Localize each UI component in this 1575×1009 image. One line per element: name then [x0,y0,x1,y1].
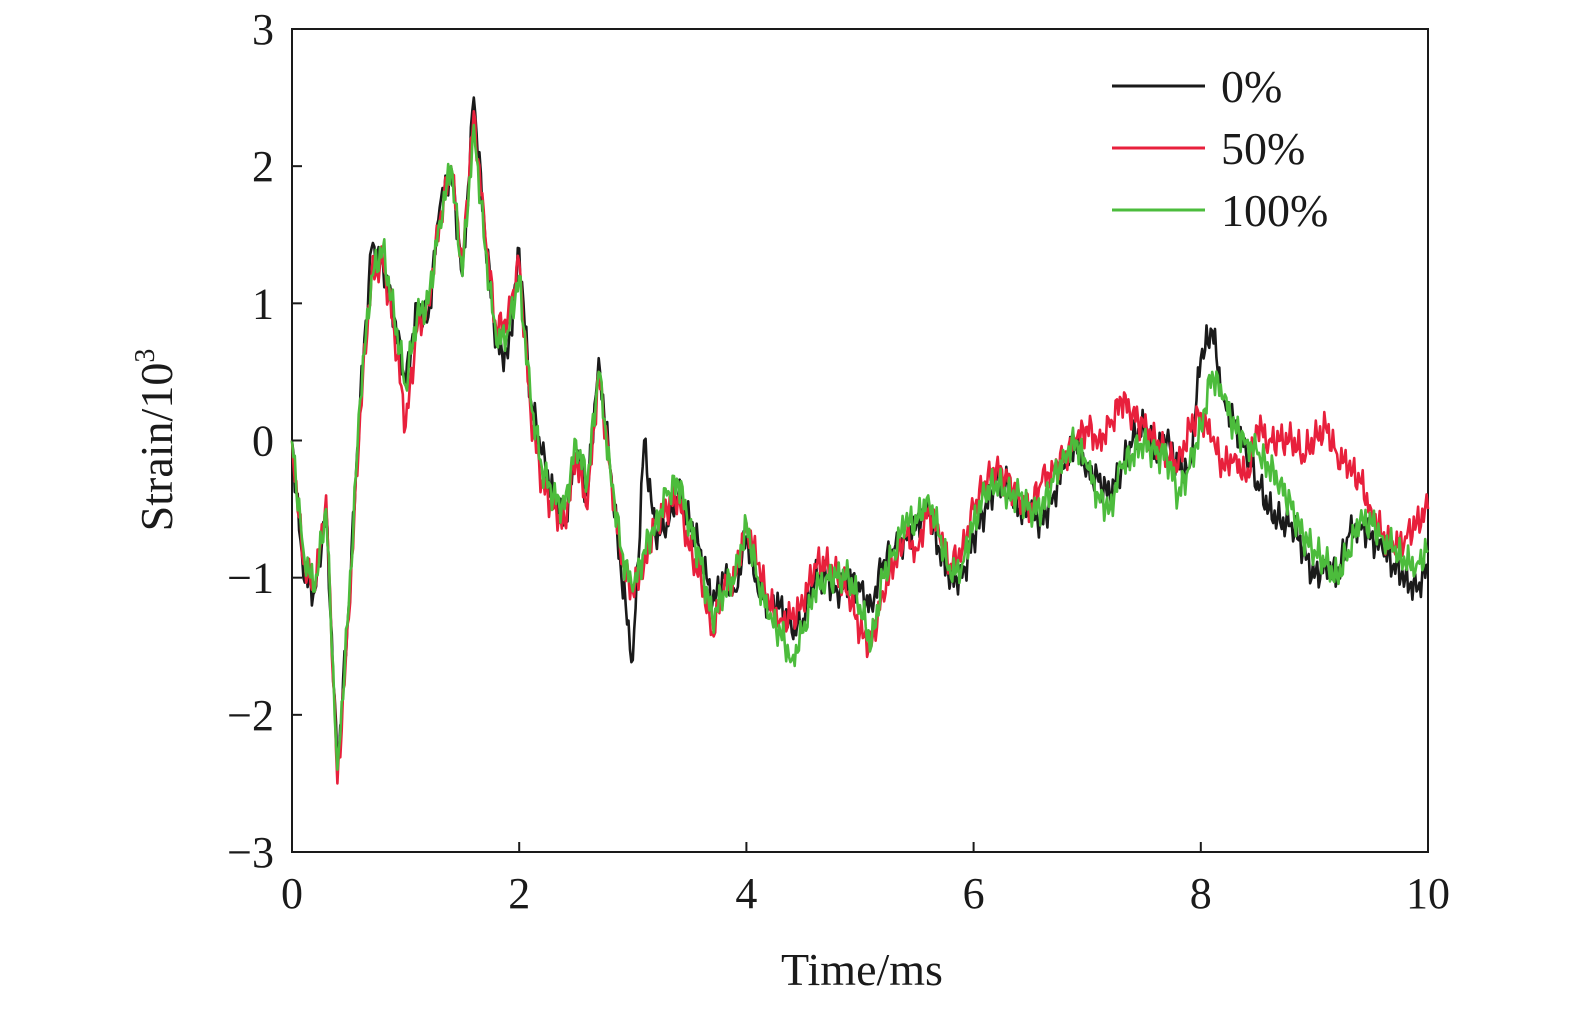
y-tick-label: 1 [252,279,274,328]
series-line-2 [290,110,1430,785]
y-axis-label-group: Strain/103 [130,349,182,532]
y-axis-label: Strain/10 [131,363,182,532]
series-line-3 [290,123,1429,771]
x-tick-label: 10 [1406,869,1450,918]
legend: 0% 50% 100% [1112,61,1328,236]
y-tick-label: −3 [227,828,274,877]
x-tick-label: 4 [735,869,757,918]
y-tick-label: 0 [252,417,274,466]
x-tick-label: 8 [1190,869,1212,918]
y-tick-label: 2 [252,142,274,191]
legend-label-2: 50% [1221,123,1305,174]
y-tick-label: −2 [227,691,274,740]
x-tick-label: 6 [963,869,985,918]
series-layer [290,96,1430,785]
x-tick-label: 0 [281,869,303,918]
y-axis-label-superscript: 3 [130,349,161,363]
legend-label-3: 100% [1221,185,1328,236]
x-tick-label: 2 [508,869,530,918]
x-axis-label: Time/ms [781,944,943,995]
y-tick-label: 3 [252,5,274,54]
legend-label-1: 0% [1221,61,1282,112]
y-tick-label: −1 [227,554,274,603]
axes: 0 2 4 6 8 10 −3 −2 −1 0 1 2 3 [227,5,1450,918]
svg-text:Strain/103: Strain/103 [130,349,182,532]
